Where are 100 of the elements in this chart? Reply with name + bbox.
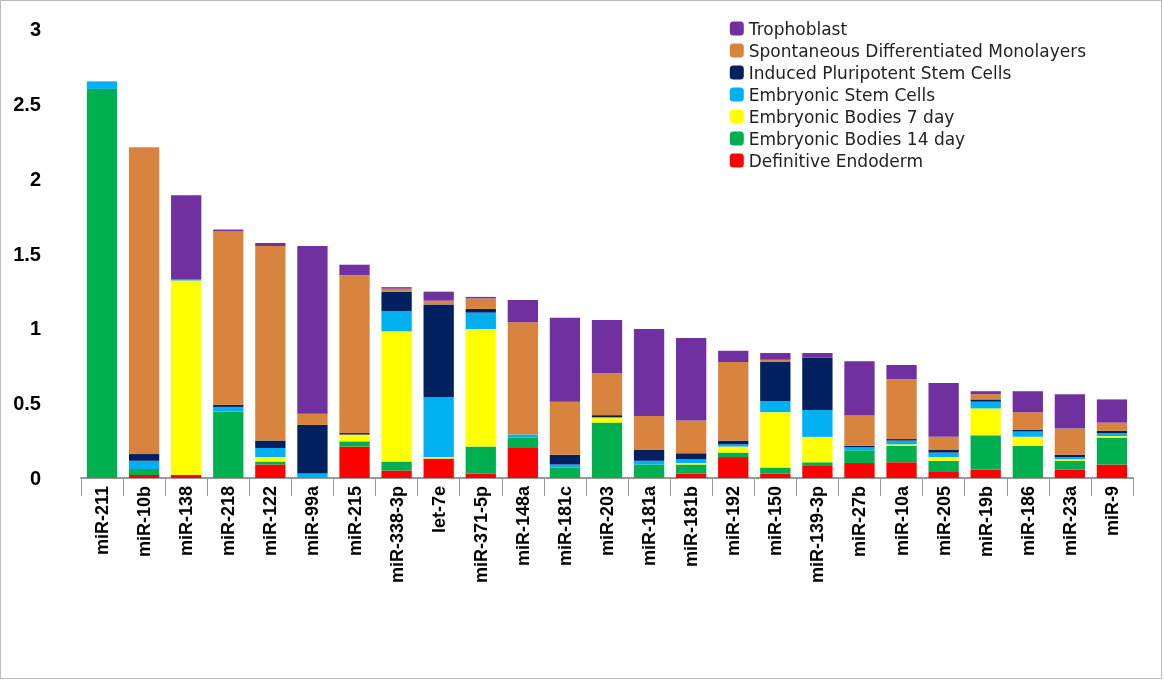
x-tick-label: miR-23a bbox=[1059, 485, 1080, 557]
bar bbox=[465, 308, 496, 313]
bar bbox=[1054, 394, 1086, 429]
x-tick-label: miR-181c bbox=[554, 486, 575, 567]
bar bbox=[928, 449, 959, 453]
bar bbox=[928, 472, 959, 478]
bar bbox=[507, 434, 538, 438]
bar bbox=[297, 424, 328, 474]
x-tick-label: miR-27b bbox=[849, 486, 870, 558]
legend-label: Embryonic Stem Cells bbox=[748, 84, 936, 105]
bar bbox=[928, 452, 959, 458]
bar bbox=[507, 437, 538, 449]
bar bbox=[507, 448, 538, 478]
bar bbox=[1012, 391, 1043, 413]
x-tick-label: miR-218 bbox=[218, 486, 239, 557]
bar bbox=[886, 445, 917, 463]
bar bbox=[381, 470, 412, 478]
bar bbox=[549, 464, 581, 468]
bar bbox=[381, 311, 412, 332]
x-tick-label: miR-211 bbox=[92, 486, 113, 556]
bar bbox=[465, 329, 496, 447]
x-tick-label: miR-371-5p bbox=[470, 486, 491, 584]
bar bbox=[1054, 428, 1086, 455]
bar bbox=[128, 454, 160, 461]
bar bbox=[633, 415, 665, 450]
bar bbox=[591, 320, 623, 374]
bar bbox=[802, 466, 833, 478]
bar bbox=[297, 473, 328, 478]
x-tick-label: miR-150 bbox=[765, 486, 786, 557]
bar bbox=[255, 464, 286, 478]
bar bbox=[255, 461, 286, 465]
bar bbox=[1096, 437, 1128, 465]
bar bbox=[718, 350, 749, 363]
bar bbox=[718, 362, 749, 441]
bar bbox=[718, 457, 749, 478]
bar bbox=[213, 231, 244, 405]
bar bbox=[591, 422, 623, 478]
bar bbox=[844, 361, 875, 416]
bar bbox=[507, 299, 538, 323]
bar bbox=[844, 415, 875, 446]
bar bbox=[423, 397, 454, 458]
x-tick-label: miR-186 bbox=[1017, 486, 1038, 557]
bar bbox=[255, 448, 286, 458]
bar bbox=[213, 411, 244, 478]
bar bbox=[676, 459, 707, 464]
bar bbox=[676, 453, 707, 460]
bar bbox=[928, 460, 959, 473]
x-tick-label: miR-192 bbox=[723, 486, 744, 557]
bar bbox=[128, 460, 160, 470]
bar bbox=[549, 317, 581, 402]
y-tick-label: 0.5 bbox=[13, 392, 41, 415]
bar bbox=[423, 458, 454, 478]
bar bbox=[844, 463, 875, 478]
bar bbox=[1054, 469, 1086, 478]
bar bbox=[802, 357, 833, 410]
x-tick-label: miR-181b bbox=[681, 486, 702, 568]
bar bbox=[802, 409, 833, 437]
bar bbox=[718, 446, 749, 453]
bar bbox=[465, 312, 496, 330]
bar bbox=[718, 444, 749, 447]
bar bbox=[970, 391, 1001, 395]
bar bbox=[676, 338, 707, 421]
bar bbox=[633, 449, 665, 461]
bar bbox=[507, 322, 538, 435]
x-tick-label: miR-19b bbox=[975, 486, 996, 558]
bar bbox=[339, 275, 370, 434]
bar bbox=[760, 400, 791, 413]
x-tick-label: miR-338-3p bbox=[386, 486, 407, 584]
bar bbox=[339, 264, 370, 276]
bar bbox=[1096, 399, 1128, 423]
bar bbox=[255, 243, 286, 247]
bar bbox=[423, 291, 454, 301]
bar bbox=[86, 88, 118, 478]
bar bbox=[760, 467, 791, 474]
x-tick-label: miR-99a bbox=[302, 485, 323, 557]
bar bbox=[171, 280, 202, 476]
y-tick-label: 0 bbox=[29, 467, 41, 489]
bar bbox=[171, 475, 202, 478]
legend-label: Embryonic Bodies 7 day bbox=[748, 106, 955, 127]
bar bbox=[255, 457, 286, 462]
bar bbox=[1012, 445, 1043, 478]
bar bbox=[549, 467, 581, 478]
bar bbox=[928, 382, 959, 437]
bar bbox=[465, 298, 496, 309]
bar bbox=[171, 195, 202, 279]
bar bbox=[970, 408, 1001, 436]
bar bbox=[128, 475, 160, 478]
y-tick-label: 2 bbox=[29, 167, 41, 190]
bar bbox=[549, 401, 581, 455]
bar bbox=[633, 464, 665, 478]
legend-label: Induced Pluripotent Stem Cells bbox=[748, 62, 1012, 83]
bar bbox=[549, 454, 581, 465]
bar bbox=[297, 413, 328, 425]
x-tick-label: miR-139-3p bbox=[807, 486, 828, 584]
bar bbox=[591, 417, 623, 423]
bar bbox=[381, 461, 412, 471]
x-tick-label: miR-205 bbox=[933, 486, 954, 557]
bar bbox=[760, 362, 791, 401]
bar bbox=[676, 464, 707, 474]
bar bbox=[928, 457, 959, 461]
